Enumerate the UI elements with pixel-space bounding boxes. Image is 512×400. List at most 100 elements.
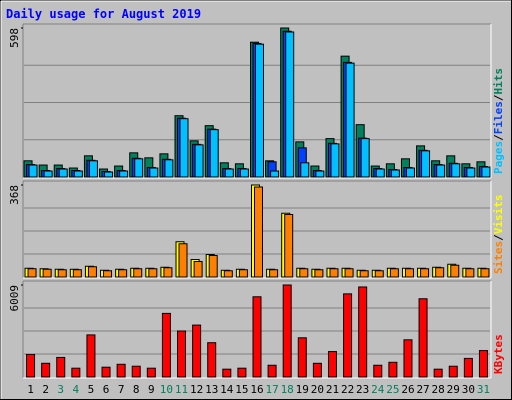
bar [421, 150, 431, 178]
x-tick-label: 9 [148, 383, 155, 396]
bar [134, 158, 144, 178]
x-tick-label: 22 [341, 383, 354, 396]
bar [224, 168, 234, 178]
bar [435, 267, 445, 278]
legend-separator: / [492, 134, 505, 141]
bar [237, 367, 247, 378]
bar [360, 138, 370, 178]
bar [374, 270, 384, 278]
bar [448, 365, 458, 378]
bar [56, 356, 66, 378]
bar [146, 367, 156, 378]
bar [116, 363, 126, 378]
x-tick-label: 2 [42, 383, 49, 396]
bar [194, 144, 204, 178]
bar [327, 351, 337, 378]
y-tick-label: 368 [8, 185, 21, 205]
bar [148, 268, 158, 278]
bar [420, 268, 430, 278]
bar [209, 129, 219, 178]
bar [104, 171, 114, 178]
legend: KBytes [492, 334, 505, 374]
x-tick-label: 21 [326, 383, 339, 396]
x-tick-label: 8 [133, 383, 140, 396]
bar [285, 31, 295, 178]
x-tick-label: 13 [205, 383, 218, 396]
bar [375, 168, 385, 178]
bar [239, 168, 249, 178]
bar [163, 267, 173, 278]
bar [314, 269, 324, 278]
bar [466, 167, 476, 178]
bar [58, 168, 68, 178]
bar [433, 368, 443, 378]
bar [270, 170, 280, 178]
bar [267, 364, 277, 378]
bar [57, 269, 67, 278]
x-tick-label: 10 [160, 383, 173, 396]
bar [330, 143, 340, 178]
bar [118, 269, 128, 278]
bar [300, 162, 310, 178]
bar [404, 268, 414, 278]
bar [284, 214, 294, 278]
bar [101, 366, 111, 378]
bar [436, 164, 446, 178]
bar [71, 367, 81, 378]
x-tick-label: 23 [356, 383, 369, 396]
x-tick-label: 12 [190, 383, 203, 396]
bar [208, 255, 218, 278]
x-tick-label: 1 [27, 383, 34, 396]
bar [451, 163, 461, 178]
legend: Sites/Visits [492, 195, 505, 275]
bar [222, 368, 232, 378]
bar [389, 268, 399, 278]
bar [297, 337, 307, 378]
x-tick-label: 29 [447, 383, 460, 396]
bar [418, 298, 428, 378]
legend-entry: Sites [492, 241, 505, 274]
x-tick-label: 19 [296, 383, 309, 396]
x-tick-label: 26 [401, 383, 414, 396]
bar [133, 268, 143, 278]
bar [480, 268, 490, 278]
bar [343, 293, 353, 378]
bar [329, 268, 339, 278]
bar [238, 269, 248, 278]
bar [344, 268, 354, 278]
bar [255, 43, 264, 178]
bar [282, 284, 292, 378]
bar [450, 264, 460, 278]
x-tick-label: 6 [103, 383, 110, 396]
bar [177, 330, 187, 378]
bar [358, 286, 368, 378]
bar [43, 170, 53, 178]
x-tick-label: 4 [73, 383, 80, 396]
bar [403, 339, 413, 378]
bar [149, 167, 159, 178]
x-tick-label: 20 [311, 383, 324, 396]
bar [465, 268, 475, 278]
x-tick-label: 25 [386, 383, 399, 396]
legend: Pages/Files/Hits [492, 68, 505, 174]
bar [312, 362, 322, 378]
bar [26, 353, 36, 378]
bar [388, 361, 398, 378]
bar [252, 296, 262, 378]
legend-entry: KBytes [492, 334, 505, 374]
bar [481, 166, 491, 178]
bar [178, 243, 188, 278]
x-tick-label: 5 [88, 383, 95, 396]
bar [72, 269, 82, 278]
bar [345, 62, 355, 178]
bar [131, 365, 141, 378]
bar [161, 312, 171, 378]
bar [42, 268, 52, 278]
bar [28, 164, 38, 178]
bar [179, 118, 189, 178]
x-tick-label: 17 [265, 383, 278, 396]
bar [119, 170, 129, 178]
legend-entry: Visits [492, 195, 505, 235]
bar [478, 350, 488, 378]
